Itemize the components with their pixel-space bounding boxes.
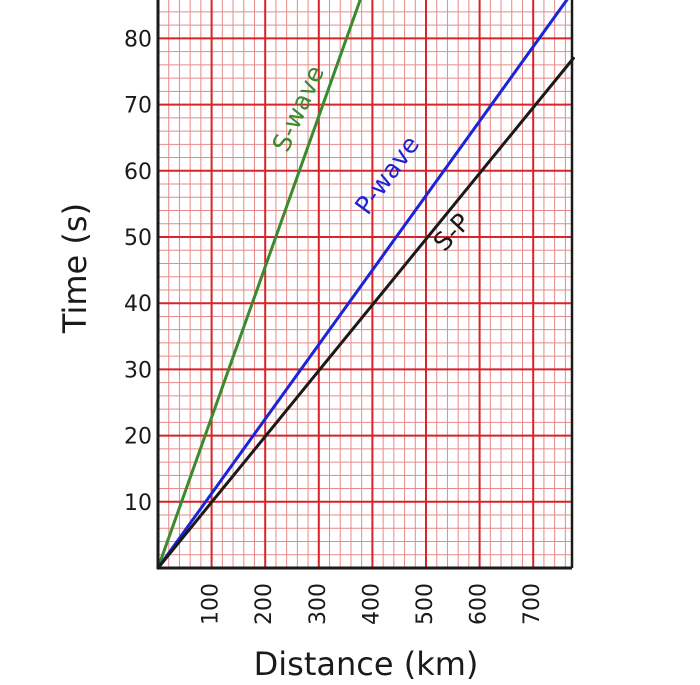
series-line-s-wave bbox=[156, 0, 362, 570]
x-axis-title: Distance (km) bbox=[254, 645, 479, 683]
y-tick-label: 50 bbox=[124, 226, 152, 251]
x-tick-label: 500 bbox=[413, 583, 438, 625]
x-tick-label: 200 bbox=[252, 583, 277, 625]
series-line-p-wave bbox=[156, 0, 569, 570]
y-axis-title: Time (s) bbox=[56, 203, 94, 334]
y-tick-label: 60 bbox=[124, 160, 152, 185]
plot-frame bbox=[156, 0, 574, 570]
x-tick-label: 700 bbox=[520, 583, 545, 625]
series-layer bbox=[156, 0, 575, 570]
x-tick-label: 600 bbox=[467, 583, 492, 625]
tick-labels: 10 20 30 40 50 60 70 80 100 200 300 400 500 600 700 bbox=[124, 27, 545, 625]
y-tick-label: 70 bbox=[124, 94, 152, 119]
y-tick-label: 20 bbox=[124, 425, 152, 450]
y-tick-label: 30 bbox=[124, 358, 152, 383]
y-tick-label: 40 bbox=[124, 292, 152, 317]
x-tick-label: 100 bbox=[199, 583, 224, 625]
series-line-s-p bbox=[156, 56, 575, 570]
x-tick-label: 300 bbox=[306, 583, 331, 625]
minor-grid bbox=[158, 0, 572, 568]
y-tick-label: 80 bbox=[124, 27, 152, 52]
major-grid bbox=[158, 0, 572, 568]
y-tick-label: 10 bbox=[124, 491, 152, 516]
x-tick-label: 400 bbox=[359, 583, 384, 625]
annotation-p-wave: P-wave bbox=[349, 130, 425, 219]
